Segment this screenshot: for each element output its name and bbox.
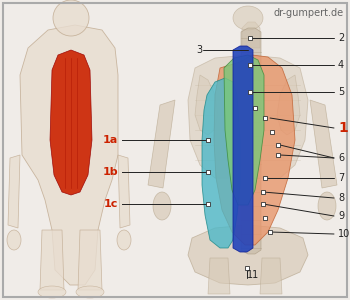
Polygon shape	[208, 258, 230, 294]
Ellipse shape	[233, 6, 263, 30]
Ellipse shape	[76, 286, 104, 298]
Text: 1: 1	[338, 121, 348, 135]
Text: 4: 4	[338, 60, 344, 70]
Text: 7: 7	[338, 173, 344, 183]
Polygon shape	[188, 225, 308, 285]
Polygon shape	[202, 78, 240, 248]
Text: 1c: 1c	[104, 199, 118, 209]
Text: dr-gumpert.de: dr-gumpert.de	[274, 8, 344, 18]
Polygon shape	[40, 230, 64, 290]
Polygon shape	[224, 55, 264, 205]
Polygon shape	[260, 258, 282, 294]
Polygon shape	[188, 55, 308, 178]
Text: 3: 3	[196, 45, 202, 55]
Circle shape	[53, 0, 89, 36]
Polygon shape	[148, 100, 175, 188]
Polygon shape	[118, 155, 130, 228]
Text: 5: 5	[338, 87, 344, 97]
Polygon shape	[8, 155, 20, 228]
Polygon shape	[50, 50, 92, 195]
Ellipse shape	[7, 230, 21, 250]
Ellipse shape	[153, 192, 171, 220]
Ellipse shape	[38, 286, 66, 298]
Polygon shape	[214, 55, 295, 245]
Polygon shape	[195, 75, 218, 135]
Ellipse shape	[318, 192, 336, 220]
Text: 8: 8	[338, 193, 344, 203]
Ellipse shape	[117, 230, 131, 250]
Polygon shape	[277, 75, 300, 135]
Text: 11: 11	[247, 270, 259, 280]
Polygon shape	[242, 22, 260, 48]
Polygon shape	[241, 28, 261, 254]
Polygon shape	[310, 100, 337, 188]
Polygon shape	[20, 25, 118, 285]
Text: 6: 6	[338, 153, 344, 163]
Text: 1a: 1a	[103, 135, 118, 145]
Polygon shape	[233, 46, 253, 252]
Text: 2: 2	[338, 33, 344, 43]
Text: 10: 10	[338, 229, 350, 239]
Text: 9: 9	[338, 211, 344, 221]
Polygon shape	[78, 230, 102, 290]
Text: 1b: 1b	[102, 167, 118, 177]
